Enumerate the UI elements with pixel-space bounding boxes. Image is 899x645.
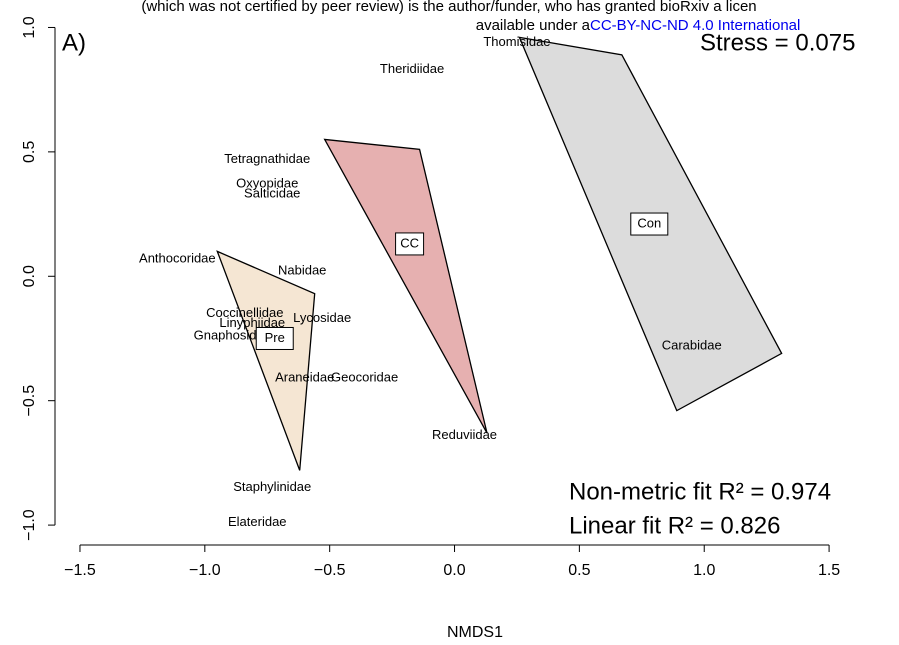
x-tick-label: −1.5 xyxy=(64,562,96,579)
x-axis-label: NMDS1 xyxy=(447,624,503,641)
species-label: Oxyopidae xyxy=(236,176,298,191)
species-label: Elateridae xyxy=(228,514,287,529)
species-label: Staphylinidae xyxy=(233,479,311,494)
x-tick-label: −0.5 xyxy=(314,562,346,579)
species-label: Nabidae xyxy=(278,263,326,278)
x-tick-label: −1.0 xyxy=(189,562,221,579)
x-tick-label: 0.0 xyxy=(443,562,465,579)
panel-label: A) xyxy=(62,29,86,56)
x-tick-label: 1.0 xyxy=(693,562,715,579)
group-label-box xyxy=(255,326,294,350)
species-label: Tetragnathidae xyxy=(224,151,310,166)
fit-label: Non-metric fit R² = 0.974 xyxy=(569,478,831,505)
group-label: CC xyxy=(400,235,419,250)
header-line: available under a xyxy=(476,17,591,34)
fit-label: Linear fit R² = 0.826 xyxy=(569,512,780,539)
species-label: Araneidae xyxy=(275,370,334,385)
header-line: (which was not certified by peer review)… xyxy=(141,0,756,15)
group-label-box xyxy=(395,232,425,256)
group-label: Pre xyxy=(265,330,285,345)
species-label: Theridiidae xyxy=(380,61,444,76)
species-label: Coccinellidae xyxy=(206,305,283,320)
species-label: Lycosidae xyxy=(293,310,351,325)
species-label: Salticidae xyxy=(244,186,300,201)
y-tick-label: 0.0 xyxy=(21,265,38,287)
species-label: Geocoridae xyxy=(331,370,398,385)
y-tick-label: 1.0 xyxy=(21,16,38,38)
group-hull xyxy=(323,138,488,434)
y-tick-label: −0.5 xyxy=(21,385,38,417)
species-label: Gnaphosidae xyxy=(194,327,271,342)
stress-label: Stress = 0.075 xyxy=(700,29,855,56)
y-tick-label: −1.0 xyxy=(21,509,38,541)
species-label: Linyphiidae xyxy=(219,315,285,330)
species-label: Reduviidae xyxy=(432,427,497,442)
license-link[interactable]: CC-BY-NC-ND 4.0 International xyxy=(590,17,800,34)
y-tick-label: 0.5 xyxy=(21,141,38,163)
x-tick-label: 0.5 xyxy=(568,562,590,579)
x-tick-label: 1.5 xyxy=(818,562,840,579)
group-label-box xyxy=(630,212,669,236)
group-hull xyxy=(216,250,316,471)
species-label: Anthocoridae xyxy=(139,250,216,265)
species-label: Carabidae xyxy=(662,337,722,352)
species-label: Thomisidae xyxy=(483,34,550,49)
group-label: Con xyxy=(637,215,661,230)
